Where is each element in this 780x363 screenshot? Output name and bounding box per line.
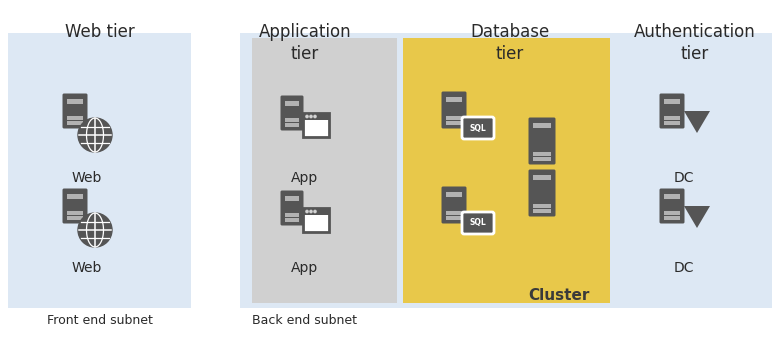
Circle shape [306, 210, 308, 213]
Bar [67, 99, 83, 104]
Bar [67, 121, 83, 125]
FancyBboxPatch shape [462, 117, 494, 139]
Bar [533, 204, 551, 208]
Circle shape [78, 118, 112, 152]
Polygon shape [684, 206, 710, 228]
Bar [533, 157, 551, 161]
Bar [533, 175, 551, 180]
FancyBboxPatch shape [529, 170, 555, 216]
Bar [303, 113, 329, 137]
Bar [67, 194, 83, 199]
FancyBboxPatch shape [441, 187, 466, 224]
Bar [446, 97, 462, 102]
Text: DC: DC [674, 171, 694, 185]
Bar [67, 211, 83, 215]
Bar [664, 99, 680, 104]
FancyBboxPatch shape [462, 212, 494, 234]
Circle shape [78, 213, 112, 247]
Text: Web tier: Web tier [65, 23, 135, 41]
Bar [533, 123, 551, 128]
Text: Web: Web [72, 261, 102, 275]
FancyBboxPatch shape [281, 95, 303, 131]
Bar [664, 216, 680, 220]
Text: App: App [292, 261, 318, 275]
Bar [446, 192, 462, 197]
Polygon shape [684, 111, 710, 133]
Bar [252, 38, 397, 303]
Text: Back end subnet: Back end subnet [253, 314, 357, 327]
Bar [285, 118, 299, 122]
Bar [664, 194, 680, 199]
FancyBboxPatch shape [281, 191, 303, 225]
FancyBboxPatch shape [529, 118, 555, 164]
Bar [240, 33, 772, 308]
Bar [67, 216, 83, 220]
Bar [403, 38, 610, 303]
Bar [67, 116, 83, 120]
Bar [446, 121, 462, 125]
Bar [533, 209, 551, 213]
Circle shape [314, 115, 316, 118]
Text: Database
tier: Database tier [470, 23, 550, 63]
Bar [303, 208, 329, 215]
Circle shape [310, 210, 312, 213]
Bar [533, 152, 551, 156]
Circle shape [314, 210, 316, 213]
Text: Cluster: Cluster [529, 287, 590, 302]
Text: SQL: SQL [470, 219, 487, 228]
FancyBboxPatch shape [62, 94, 87, 129]
Bar [446, 216, 462, 220]
Bar [8, 33, 191, 308]
Circle shape [306, 115, 308, 118]
Bar [303, 113, 329, 120]
Bar [446, 211, 462, 215]
Text: SQL: SQL [470, 123, 487, 132]
FancyBboxPatch shape [660, 94, 685, 129]
Text: Application
tier: Application tier [259, 23, 351, 63]
Bar [285, 213, 299, 217]
Bar [285, 218, 299, 222]
FancyBboxPatch shape [62, 188, 87, 224]
Text: App: App [292, 171, 318, 185]
Bar [303, 208, 329, 232]
Bar [285, 101, 299, 106]
FancyBboxPatch shape [660, 188, 685, 224]
Bar [664, 211, 680, 215]
FancyBboxPatch shape [441, 91, 466, 129]
Bar [285, 123, 299, 127]
Bar [664, 116, 680, 120]
Text: Authentication
tier: Authentication tier [634, 23, 756, 63]
Text: Web: Web [72, 171, 102, 185]
Bar [664, 121, 680, 125]
Bar [285, 196, 299, 201]
Bar [446, 116, 462, 120]
Text: Front end subnet: Front end subnet [47, 314, 153, 327]
Text: DC: DC [674, 261, 694, 275]
Circle shape [310, 115, 312, 118]
